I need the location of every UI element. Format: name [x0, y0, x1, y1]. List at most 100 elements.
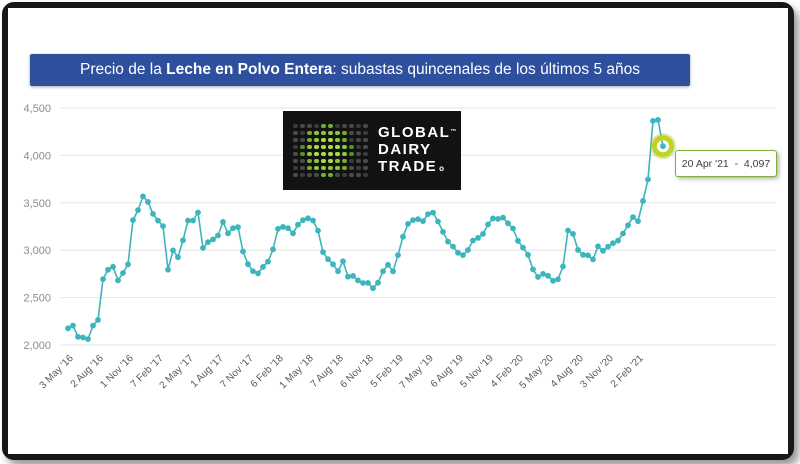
data-point[interactable] [520, 244, 526, 251]
data-point[interactable] [215, 232, 221, 239]
data-point[interactable] [115, 277, 121, 284]
data-point[interactable] [300, 217, 306, 223]
data-point[interactable] [445, 238, 451, 245]
data-point[interactable] [555, 276, 561, 283]
data-point[interactable] [170, 247, 176, 254]
data-point[interactable] [370, 285, 376, 292]
data-point[interactable] [260, 264, 266, 270]
data-point[interactable] [355, 277, 361, 284]
data-point[interactable] [405, 221, 411, 227]
data-point[interactable] [400, 233, 406, 240]
data-point[interactable] [545, 272, 551, 279]
data-point[interactable] [385, 261, 391, 268]
data-point[interactable] [470, 237, 476, 244]
data-point[interactable] [450, 243, 456, 250]
data-point[interactable] [90, 322, 96, 329]
data-point[interactable] [495, 216, 501, 222]
data-point[interactable] [605, 243, 611, 250]
data-point[interactable] [125, 261, 131, 268]
data-point[interactable] [145, 199, 151, 205]
data-point[interactable] [285, 225, 291, 232]
data-point[interactable] [140, 193, 146, 200]
data-point[interactable] [250, 268, 256, 275]
data-point[interactable] [150, 211, 156, 217]
data-point[interactable] [325, 256, 331, 263]
data-point[interactable] [420, 218, 426, 224]
data-point[interactable] [530, 266, 536, 273]
data-point[interactable] [70, 322, 76, 329]
data-point[interactable] [585, 252, 591, 259]
data-point[interactable] [490, 215, 496, 222]
data-point[interactable] [540, 271, 546, 277]
data-point[interactable] [375, 279, 381, 286]
data-point[interactable] [180, 237, 186, 244]
data-point[interactable] [225, 230, 231, 237]
data-point[interactable] [595, 243, 601, 250]
data-point[interactable] [440, 229, 446, 235]
highlighted-point-ring[interactable] [652, 135, 674, 158]
data-point[interactable] [390, 268, 396, 275]
data-point[interactable] [590, 256, 596, 263]
data-point[interactable] [610, 240, 616, 247]
data-point[interactable] [560, 263, 566, 270]
data-point[interactable] [500, 214, 506, 221]
data-point[interactable] [365, 280, 371, 286]
data-point[interactable] [255, 270, 261, 277]
data-point[interactable] [295, 221, 301, 228]
data-point[interactable] [435, 218, 441, 225]
data-point[interactable] [640, 198, 646, 204]
data-point[interactable] [580, 251, 586, 258]
data-point[interactable] [475, 235, 481, 241]
data-point[interactable] [290, 230, 296, 237]
data-point[interactable] [335, 268, 341, 275]
data-point[interactable] [165, 266, 171, 273]
data-point[interactable] [550, 277, 556, 284]
data-point[interactable] [75, 333, 81, 340]
data-point[interactable] [245, 261, 251, 268]
data-point[interactable] [305, 215, 311, 222]
data-point[interactable] [210, 236, 216, 243]
data-point[interactable] [135, 207, 141, 213]
data-point[interactable] [415, 216, 421, 223]
data-point[interactable] [100, 276, 106, 282]
data-point[interactable] [535, 274, 541, 280]
data-point[interactable] [650, 118, 656, 124]
data-point[interactable] [515, 237, 521, 244]
data-point[interactable] [485, 221, 491, 228]
data-point[interactable] [220, 219, 226, 225]
data-point[interactable] [315, 227, 321, 234]
data-point[interactable] [95, 317, 101, 323]
data-point[interactable] [510, 225, 516, 232]
data-point[interactable] [240, 248, 246, 255]
data-point[interactable] [280, 224, 286, 230]
data-point[interactable] [630, 214, 636, 220]
data-point[interactable] [350, 273, 356, 279]
data-point[interactable] [505, 220, 511, 227]
data-point[interactable] [455, 249, 461, 256]
data-point[interactable] [345, 273, 351, 280]
data-point[interactable] [615, 237, 621, 244]
data-point[interactable] [195, 209, 201, 216]
data-point[interactable] [570, 231, 576, 237]
data-point[interactable] [105, 266, 111, 273]
data-point[interactable] [190, 217, 196, 224]
data-point[interactable] [460, 252, 466, 258]
data-point[interactable] [65, 325, 71, 332]
data-point[interactable] [200, 245, 206, 251]
data-point[interactable] [275, 225, 281, 232]
data-point[interactable] [575, 247, 581, 253]
data-point[interactable] [205, 239, 211, 246]
data-point[interactable] [565, 227, 571, 234]
data-point[interactable] [465, 247, 471, 253]
data-point[interactable] [380, 268, 386, 275]
data-point[interactable] [270, 246, 276, 253]
data-point[interactable] [80, 334, 86, 341]
data-point[interactable] [155, 217, 161, 224]
data-point[interactable] [110, 263, 116, 270]
data-point[interactable] [480, 231, 486, 237]
data-point[interactable] [635, 218, 641, 225]
data-point[interactable] [320, 249, 326, 256]
data-point[interactable] [360, 280, 366, 286]
data-point[interactable] [265, 258, 271, 265]
data-point[interactable] [120, 270, 126, 276]
